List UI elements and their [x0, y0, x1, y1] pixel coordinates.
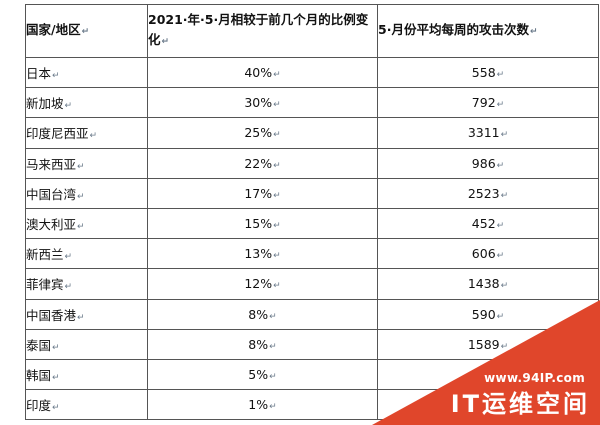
table-row: 日本↵ 40%↵ 558↵	[25, 56, 599, 89]
attacks-text: 986	[471, 155, 496, 171]
cell-region: 泰国↵	[25, 328, 148, 360]
cell-change: 1%↵	[147, 389, 378, 421]
region-text: 泰国	[26, 337, 52, 353]
table-row: 印度尼西亚↵ 25%↵ 3311↵	[25, 117, 599, 149]
table-row: 菲律宾↵ 12%↵ 1438↵	[25, 268, 599, 300]
attacks-text: 792	[471, 95, 496, 111]
attacks-text: 452	[471, 216, 496, 232]
cell-attacks: 3311↵	[377, 117, 599, 149]
cell-region: 中国香港↵	[25, 298, 148, 330]
region-text: 新加坡	[26, 96, 64, 112]
table-row: 中国台湾↵ 17%↵ 2523↵	[25, 177, 599, 209]
cell-region: 马来西亚↵	[25, 147, 148, 179]
change-text: 17%	[244, 185, 273, 201]
cell-change: 40%↵	[147, 56, 378, 89]
cell-region: 新西兰↵	[25, 238, 148, 270]
cell-region: 菲律宾↵	[25, 268, 148, 300]
cell-change: 8%↵	[147, 298, 378, 330]
region-text: 马来西亚	[26, 156, 77, 172]
watermark-triangle	[372, 300, 600, 425]
cell-attacks: 2523↵	[377, 177, 599, 209]
change-text: 1%	[248, 397, 269, 413]
table-row: 新加坡↵ 30%↵ 792↵	[25, 87, 599, 119]
region-text: 菲律宾	[26, 277, 64, 293]
region-text: 澳大利亚	[26, 217, 77, 233]
region-text: 日本	[26, 66, 52, 82]
cell-attacks: 792↵	[377, 87, 599, 119]
attacks-text: 606	[471, 246, 496, 262]
change-text: 25%	[244, 125, 273, 141]
table-row: 马来西亚↵ 22%↵ 986↵	[25, 147, 599, 179]
header-attacks: 5·月份平均每周的攻击次数↵	[377, 4, 599, 58]
cell-region: 中国台湾↵	[25, 177, 148, 209]
cell-attacks: 558↵	[377, 56, 599, 89]
cell-change: 8%↵	[147, 328, 378, 360]
change-text: 22%	[244, 155, 273, 171]
watermark-url: www.94IP.com	[484, 371, 585, 385]
region-text: 新西兰	[26, 247, 64, 263]
region-text: 印度尼西亚	[26, 126, 89, 142]
change-text: 8%	[248, 336, 269, 352]
cell-region: 印度尼西亚↵	[25, 117, 148, 149]
change-text: 15%	[244, 216, 273, 232]
cell-change: 30%↵	[147, 87, 378, 119]
cell-region: 韩国↵	[25, 358, 148, 391]
cell-attacks: 986↵	[377, 147, 599, 179]
cell-attacks: 606↵	[377, 238, 599, 270]
table-row: 新西兰↵ 13%↵ 606↵	[25, 238, 599, 270]
table-body: 日本↵ 40%↵ 558↵ 新加坡↵ 30%↵ 792↵ 印度尼西亚↵ 25%↵ 3311↵ 马来…	[25, 56, 599, 421]
change-text: 8%	[248, 306, 269, 322]
cell-region: 日本↵	[25, 56, 148, 89]
cell-change: 5%↵	[147, 358, 378, 391]
attacks-text: 3311	[467, 125, 500, 141]
cell-change: 15%↵	[147, 207, 378, 240]
header-region: 国家/地区↵	[25, 4, 148, 58]
cell-attacks: 452↵	[377, 207, 599, 240]
attacks-text: 558	[471, 65, 496, 81]
cell-change: 22%↵	[147, 147, 378, 179]
cell-change: 12%↵	[147, 268, 378, 300]
region-text: 韩国	[26, 367, 52, 383]
cell-change: 25%↵	[147, 117, 378, 149]
region-text: 印度	[26, 398, 52, 414]
cell-attacks: 1438↵	[377, 268, 599, 300]
cell-region: 新加坡↵	[25, 87, 148, 119]
change-text: 5%	[248, 366, 269, 382]
region-text: 中国香港	[26, 307, 77, 323]
header-row: 国家/地区↵ 2021·年·5·月相较于前几个月的比例变化↵ 5·月份平均每周的…	[25, 4, 599, 58]
change-text: 40%	[244, 65, 273, 81]
change-text: 13%	[244, 246, 273, 262]
attacks-text: 2523	[467, 185, 500, 201]
change-text: 30%	[244, 95, 273, 111]
cell-change: 17%↵	[147, 177, 378, 209]
watermark-logo: IT运维空间	[450, 390, 590, 418]
attacks-text: 1438	[467, 276, 500, 292]
region-text: 中国台湾	[26, 186, 77, 202]
change-text: 12%	[244, 276, 273, 292]
data-table: 国家/地区↵ 2021·年·5·月相较于前几个月的比例变化↵ 5·月份平均每周的…	[25, 4, 599, 421]
cell-region: 印度↵	[25, 389, 148, 421]
table-row: 澳大利亚↵ 15%↵ 452↵	[25, 207, 599, 240]
cell-change: 13%↵	[147, 238, 378, 270]
cell-region: 澳大利亚↵	[25, 207, 148, 240]
header-change: 2021·年·5·月相较于前几个月的比例变化↵	[147, 4, 378, 58]
